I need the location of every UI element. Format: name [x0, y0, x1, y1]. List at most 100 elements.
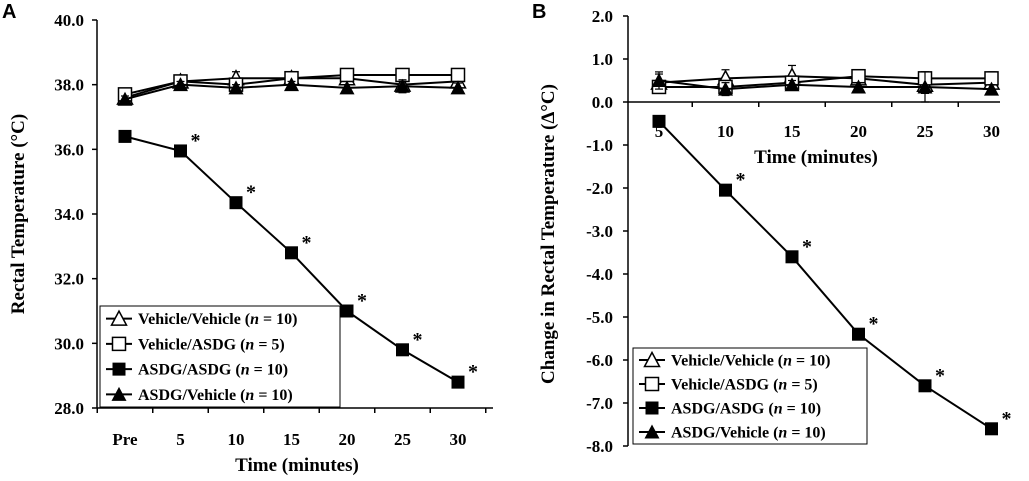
legend-item: Vehicle/ASDG (n = 5)	[639, 377, 818, 394]
legend-label: Vehicle/Vehicle (n = 10)	[138, 311, 298, 328]
x-tick-label: 20	[339, 430, 356, 449]
data-point	[985, 422, 998, 436]
y-tick-label: 30.0	[54, 334, 84, 353]
legend-item: ASDG/Vehicle (n = 10)	[106, 386, 293, 404]
x-tick-label: 5	[176, 430, 185, 449]
data-point	[450, 80, 466, 95]
legend-item: ASDG/ASDG (n = 10)	[106, 362, 288, 379]
data-point	[396, 343, 409, 357]
x-tick-label: 25	[394, 430, 411, 449]
significance-star: *	[191, 130, 201, 152]
x-tick-label: 30	[983, 122, 1000, 141]
x-axis-title: Time (minutes)	[235, 455, 359, 476]
y-tick-label: -5.0	[586, 308, 613, 327]
series-line	[658, 79, 992, 91]
data-point	[917, 79, 933, 94]
data-point	[652, 114, 666, 128]
significance-star: *	[869, 313, 879, 335]
legend-box	[632, 347, 868, 445]
y-axis-title: Rectal Temperature (°C)	[8, 114, 29, 314]
legend: Vehicle/Vehicle (n = 10) Vehicle/ASDG (n …	[99, 305, 341, 408]
data-point	[284, 77, 299, 92]
x-tick-label: 5	[655, 122, 664, 141]
data-point	[173, 77, 188, 92]
legend-label: ASDG/ASDG (n = 10)	[138, 362, 288, 379]
panel-label: A	[2, 1, 16, 23]
series-asdg-asdg: * * * * *	[652, 114, 1012, 436]
significance-star: *	[468, 361, 478, 383]
legend-item: ASDG/Vehicle (n = 10)	[639, 424, 826, 442]
significance-star: *	[802, 236, 812, 258]
y-tick-label: 2.0	[592, 7, 613, 26]
data-point	[340, 304, 354, 318]
legend-marker	[643, 350, 661, 368]
legend-marker	[645, 401, 659, 415]
data-point	[118, 129, 132, 143]
series-line	[658, 120, 993, 430]
data-point	[451, 375, 465, 389]
y-tick-label: -2.0	[586, 179, 613, 198]
y-tick-label: 1.0	[592, 50, 613, 69]
x-tick-label: 10	[228, 430, 245, 449]
significance-star: *	[246, 182, 256, 204]
significance-star: *	[736, 169, 746, 191]
y-tick-label: 28.0	[54, 399, 84, 418]
legend-marker	[644, 376, 660, 392]
data-point	[651, 73, 667, 87]
series-line	[658, 75, 992, 86]
legend-item: ASDG/ASDG (n = 10)	[639, 401, 821, 418]
legend-label: Vehicle/ASDG (n = 5)	[671, 377, 818, 394]
x-tick-label: Pre	[112, 430, 138, 449]
data-point	[718, 81, 733, 96]
data-point	[918, 379, 932, 393]
y-tick-label: -3.0	[586, 222, 613, 241]
data-point	[450, 67, 466, 83]
x-tick-label: 25	[917, 122, 934, 141]
data-point	[852, 327, 865, 341]
data-point	[395, 78, 410, 93]
y-tick-label: -1.0	[586, 136, 613, 155]
significance-star: *	[413, 329, 423, 351]
y-tick-label: 38.0	[54, 76, 84, 95]
y-tick-label: 0.0	[592, 93, 613, 112]
legend-marker	[110, 309, 128, 326]
legend-item: Vehicle/Vehicle (n = 10)	[106, 309, 298, 328]
legend-label: ASDG/Vehicle (n = 10)	[671, 425, 826, 442]
legend: Vehicle/Vehicle (n = 10) Vehicle/ASDG (n …	[632, 347, 868, 445]
data-point	[984, 81, 999, 96]
legend-label: Vehicle/ASDG (n = 5)	[138, 336, 285, 353]
legend-marker	[111, 386, 127, 401]
y-tick-label: -4.0	[586, 265, 613, 284]
y-tick-label: 32.0	[54, 270, 84, 289]
series-asdg-asdg: * * * * * *	[118, 129, 478, 389]
legend-marker	[112, 362, 126, 376]
x-tick-label: 15	[283, 430, 300, 449]
significance-star: *	[357, 290, 367, 312]
data-point	[174, 144, 187, 158]
legend-item: Vehicle/ASDG (n = 5)	[106, 336, 285, 353]
legend-label: ASDG/Vehicle (n = 10)	[138, 387, 293, 404]
data-point	[339, 80, 355, 95]
significance-star: *	[935, 365, 945, 387]
legend-label: ASDG/ASDG (n = 10)	[671, 401, 821, 418]
x-axis-title: Time (minutes)	[754, 147, 878, 168]
y-tick-label: 40.0	[54, 11, 84, 30]
data-point	[229, 196, 243, 210]
data-point	[228, 80, 244, 95]
x-tick-label: 30	[450, 430, 467, 449]
data-point	[339, 67, 355, 83]
y-tick-label: -6.0	[586, 351, 613, 370]
chart-panel-B: B 2.0 1.0 0.0 -1.0 -2.0 -3.0 -4.0 -5.0 -6.0 -7.0 -8…	[532, 1, 1012, 456]
legend-marker	[644, 424, 660, 439]
data-point	[785, 250, 799, 264]
data-point	[719, 183, 732, 197]
panel-label: B	[532, 1, 546, 23]
y-axis-title: Change in Rectal Temperature (Δ°C)	[538, 84, 559, 384]
series-asdg-vehicle	[117, 77, 466, 106]
x-tick-label: 10	[717, 122, 734, 141]
significance-star: *	[302, 232, 312, 254]
significance-star: *	[1002, 408, 1012, 430]
legend-item: Vehicle/Vehicle (n = 10)	[639, 350, 831, 370]
y-tick-label: -8.0	[586, 437, 613, 456]
chart-panel-A: A 40.0 38.0 36.0 34.0 32.0 30.0 28.0 Pre 5 10 15 20 2…	[2, 1, 493, 476]
